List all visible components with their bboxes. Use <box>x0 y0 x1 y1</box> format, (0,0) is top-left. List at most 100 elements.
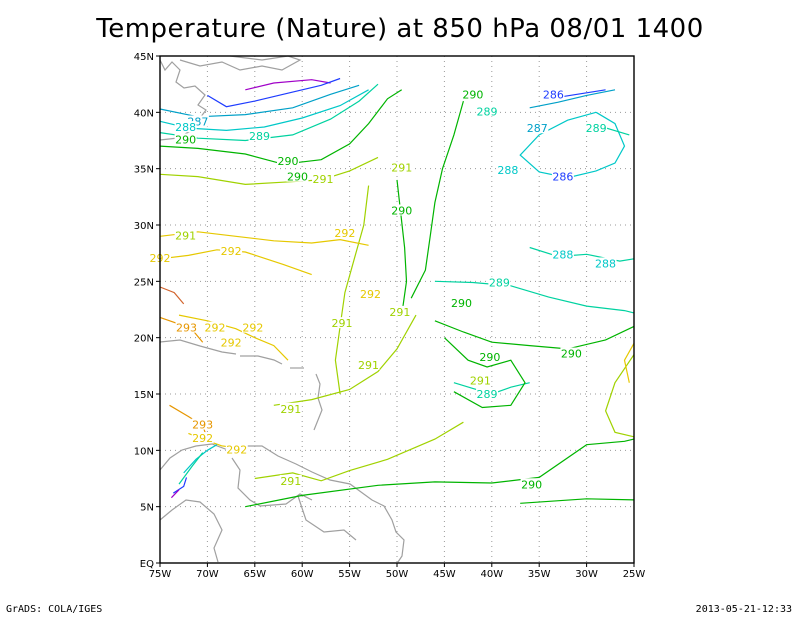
contour-label: 292 <box>204 322 225 335</box>
contour-label: 293 <box>192 419 213 432</box>
contour-label-bg <box>186 115 209 127</box>
contour-label-bg <box>225 443 248 455</box>
border-venezuela <box>231 457 313 507</box>
x-tick-label: 30W <box>575 569 598 580</box>
x-tick-label: 70W <box>196 569 219 580</box>
contour-line-289 <box>529 246 635 262</box>
contour-label: 291 <box>391 162 412 175</box>
contour-label-bg <box>248 130 271 142</box>
axis-ticks: 75W 70W 65W 60W 55W 50W 45W 40W 35W 30W 25W EQ 5N 10N… <box>134 52 646 580</box>
contour-label: 290 <box>287 171 308 184</box>
contour-line-292 <box>159 231 369 246</box>
contour-label: 290 <box>391 204 412 217</box>
contour-label: 287 <box>527 122 548 135</box>
contour-label: 292 <box>360 288 381 301</box>
contour-label-bg <box>585 122 608 134</box>
chart-title: Temperature (Nature) at 850 hPa 08/01 14… <box>96 14 704 44</box>
contour-label-bg <box>359 287 382 299</box>
contour-label-bg <box>174 229 197 241</box>
y-tick-label: 25N <box>134 277 154 288</box>
grid-lines <box>160 56 634 563</box>
y-tick-label: 20N <box>134 334 154 345</box>
x-tick-label: 75W <box>149 569 172 580</box>
contour-label-bg <box>476 388 499 400</box>
footer-credit: GrADS: COLA/IGES <box>6 604 103 615</box>
coastline-colombia-inland <box>159 499 223 563</box>
border-guyana <box>297 495 357 541</box>
contour-label-bg <box>461 88 484 100</box>
contour-label-bg <box>476 105 499 117</box>
contour-line-286 <box>172 477 188 494</box>
contour-label: 291 <box>332 317 353 330</box>
contour-label-bg <box>191 418 214 430</box>
contour-label: 290 <box>462 88 483 101</box>
y-tick-label: 15N <box>134 390 154 401</box>
contour-line-290 <box>410 100 464 299</box>
contour-line-285 <box>245 79 331 91</box>
contour-line-292 <box>178 314 289 361</box>
y-tick-label: 10N <box>134 446 154 457</box>
contour-label-bg <box>526 122 549 134</box>
contour-label-bg <box>496 163 519 175</box>
contour-line-290 <box>434 320 635 350</box>
contour-line-289 <box>178 452 204 485</box>
contour-line-290 <box>245 438 635 508</box>
contour-line-287 <box>529 89 616 109</box>
contour-line-291 <box>273 314 417 406</box>
contour-line-290 <box>396 179 408 316</box>
contour-label: 292 <box>226 443 247 456</box>
contour-label: 292 <box>242 322 263 335</box>
x-tick-label: 55W <box>338 569 361 580</box>
contour-label: 288 <box>497 164 518 177</box>
contour-line-291 <box>254 421 464 482</box>
contour-line-289 <box>159 83 379 142</box>
contour-label-bg <box>478 350 501 362</box>
contour-label-bg <box>390 204 413 216</box>
contour-line-285 <box>170 489 180 499</box>
contour-label: 288 <box>175 121 196 134</box>
contour-label-bg <box>450 296 473 308</box>
contour-label-bg <box>560 347 583 359</box>
coastline-canada <box>179 55 302 71</box>
coastline-south-america <box>159 443 405 563</box>
coastline-hispaniola <box>240 355 283 365</box>
contour-label-bg <box>488 276 511 288</box>
contour-label-bg <box>520 478 543 490</box>
x-tick-label: 45W <box>433 569 456 580</box>
contour-label: 286 <box>552 171 573 184</box>
contour-label: 291 <box>389 306 410 319</box>
contour-label-bg <box>312 172 335 184</box>
contour-label: 291 <box>175 229 196 242</box>
contour-label: 290 <box>561 348 582 361</box>
contour-label: 289 <box>586 122 607 135</box>
contour-line-289 <box>434 280 635 314</box>
contour-label: 289 <box>477 388 498 401</box>
y-tick-label: 30N <box>134 221 154 232</box>
y-tick-label: 35N <box>134 165 154 176</box>
coastlines <box>159 55 405 563</box>
y-tick-label: EQ <box>140 559 154 570</box>
contour-label: 289 <box>477 105 498 118</box>
contour-label: 286 <box>543 88 564 101</box>
contour-label: 291 <box>280 403 301 416</box>
contour-label-bg <box>357 358 380 370</box>
contour-line-290 <box>443 337 526 409</box>
contour-label: 288 <box>552 248 573 261</box>
contour-label-bg <box>203 321 226 333</box>
footer-timestamp: 2013-05-21-12:33 <box>695 604 792 615</box>
x-tick-label: 50W <box>386 569 409 580</box>
contour-label: 290 <box>277 155 298 168</box>
contour-line-287 <box>159 84 360 118</box>
coastline-lesser-antilles <box>313 373 323 431</box>
contour-label-bg <box>551 170 574 182</box>
coastline-cuba <box>159 339 237 355</box>
contour-label-bg <box>191 432 214 444</box>
contour-label: 290 <box>175 134 196 147</box>
contour-label: 291 <box>358 359 379 372</box>
x-tick-label: 25W <box>623 569 646 580</box>
contour-line-290 <box>520 498 635 504</box>
contour-label-bg <box>279 402 302 414</box>
contour-label-bg <box>174 133 197 145</box>
contour-label-bg <box>594 257 617 269</box>
